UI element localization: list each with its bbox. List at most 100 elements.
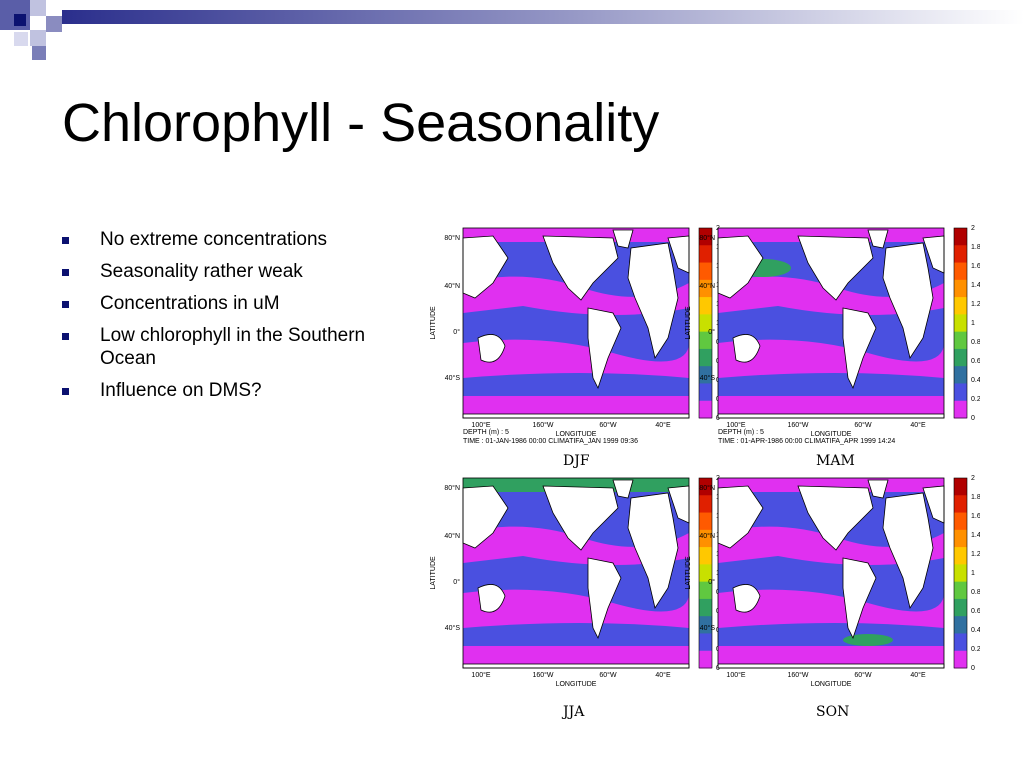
- bullet-item: Seasonality rather weak: [62, 260, 392, 283]
- x-axis-label: LONGITUDE: [811, 681, 852, 688]
- colorbar-tick-label: 0.6: [971, 608, 980, 615]
- colorbar-swatch: [699, 400, 712, 419]
- map-field: [717, 478, 945, 669]
- slide-title: Chlorophyll - Seasonality: [62, 93, 660, 153]
- colorbar-swatch: [954, 262, 967, 281]
- lat-tick-label: 40°N: [444, 532, 460, 540]
- colorbar-swatch: [699, 495, 712, 514]
- lon-tick-label: 160°W: [532, 421, 553, 429]
- colorbar-swatch: [699, 366, 712, 384]
- caption-son: SON: [816, 704, 850, 720]
- y-axis-label: LATITUDE: [685, 556, 692, 590]
- lat-tick-label: 80°N: [699, 234, 715, 242]
- lon-tick-label: 100°E: [471, 421, 490, 429]
- colorbar-tick-label: 1: [971, 320, 975, 327]
- y-axis-label: LATITUDE: [430, 306, 437, 340]
- lon-tick-label: 60°W: [599, 671, 617, 679]
- bullet-item: Low chlorophyll in the Southern Ocean: [62, 324, 392, 370]
- lat-tick-label: 0°: [708, 578, 715, 586]
- colorbar-swatch: [954, 564, 967, 583]
- colorbar-swatch: [954, 383, 967, 402]
- colorbar-swatch: [699, 633, 712, 652]
- time-text: TIME : 01-JAN-1986 00:00 CLIMATIFA_JAN 1…: [463, 438, 638, 445]
- colorbar-swatch: [699, 279, 712, 298]
- x-axis-label: LONGITUDE: [556, 681, 597, 688]
- colorbar-swatch: [954, 400, 967, 419]
- lat-tick-label: 40°N: [699, 532, 715, 540]
- map-panel-mam: 80°N 40°N 0° 40°S 100°E 160°W 60°W 40°E LONGITUD…: [680, 222, 980, 470]
- colorbar-swatch: [954, 331, 967, 350]
- lon-tick-label: 100°E: [726, 421, 745, 429]
- colorbar-swatch: [699, 650, 712, 669]
- colorbar-swatch: [954, 478, 967, 496]
- lon-tick-label: 60°W: [854, 421, 872, 429]
- bullet-item: No extreme concentrations: [62, 228, 392, 251]
- lon-tick-label: 40°E: [655, 421, 671, 429]
- colorbar-swatch: [954, 297, 967, 315]
- colorbar-swatch: [699, 331, 712, 350]
- bullet-square-icon: [62, 301, 69, 308]
- map-svg: 80°N 40°N 0° 40°S 100°E 160°W 60°W 40°E LONGITUD…: [430, 475, 725, 688]
- colorbar-swatch: [699, 581, 712, 600]
- colorbar-tick-label: 0.2: [971, 396, 980, 403]
- colorbar-tick-label: 0: [716, 415, 720, 422]
- lat-tick-label: 40°S: [445, 374, 461, 382]
- caption-mam: MAM: [816, 453, 855, 469]
- colorbar-swatch: [699, 478, 712, 496]
- colorbar-swatch: [954, 279, 967, 298]
- colorbar-tick-label: 1.8: [971, 494, 980, 501]
- x-axis-label: LONGITUDE: [556, 431, 597, 438]
- colorbar-swatch: [699, 616, 712, 634]
- colorbar-swatch: [699, 512, 712, 531]
- colorbar-swatch: [954, 581, 967, 600]
- lon-tick-label: 40°E: [655, 671, 671, 679]
- lat-tick-label: 80°N: [699, 484, 715, 492]
- lat-tick-label: 0°: [453, 578, 460, 586]
- colorbar-tick-label: 0.4: [971, 377, 980, 384]
- colorbar-swatch: [699, 297, 712, 315]
- colorbar-swatch: [699, 348, 712, 367]
- lon-tick-label: 160°W: [787, 671, 808, 679]
- lon-tick-label: 60°W: [599, 421, 617, 429]
- lon-tick-label: 40°E: [910, 671, 926, 679]
- colorbar-swatch: [954, 547, 967, 565]
- y-axis-label: LATITUDE: [685, 306, 692, 340]
- caption-djf: DJF: [563, 453, 590, 469]
- colorbar-swatch: [954, 245, 967, 264]
- colorbar-swatch: [699, 314, 712, 333]
- colorbar-swatch: [954, 495, 967, 514]
- bullet-list: No extreme concentrations Seasonality ra…: [62, 228, 392, 411]
- lat-tick-label: 40°N: [444, 282, 460, 290]
- colorbar-tick-label: 0.6: [971, 358, 980, 365]
- bullet-square-icon: [62, 388, 69, 395]
- bullet-square-icon: [62, 333, 69, 340]
- lon-tick-label: 40°E: [910, 421, 926, 429]
- bullet-square-icon: [62, 269, 69, 276]
- colorbar-swatch: [699, 262, 712, 281]
- colorbar-tick-label: 2: [971, 225, 975, 232]
- colorbar-tick-label: 0.4: [971, 627, 980, 634]
- colorbar-tick-label: 1.6: [971, 513, 980, 520]
- colorbar-tick-label: 1.4: [971, 282, 980, 289]
- colorbar-swatch: [954, 348, 967, 367]
- colorbar-tick-label: 1.2: [971, 551, 980, 558]
- lon-tick-label: 160°W: [532, 671, 553, 679]
- colorbar-swatch: [699, 529, 712, 548]
- colorbar-swatch: [954, 228, 967, 246]
- lat-tick-label: 40°S: [445, 624, 461, 632]
- lon-tick-label: 100°E: [471, 671, 490, 679]
- colorbar-swatch: [954, 598, 967, 617]
- lon-tick-label: 100°E: [726, 671, 745, 679]
- colorbar-swatch: [699, 228, 712, 246]
- colorbar-swatch: [954, 314, 967, 333]
- map-panel-son: 80°N 40°N 0° 40°S 100°E 160°W 60°W 40°E LONGITUD…: [680, 472, 980, 720]
- colorbar-swatch: [699, 598, 712, 617]
- colorbar-tick-label: 0: [971, 415, 975, 422]
- caption-jja: JJA: [563, 704, 585, 720]
- lat-tick-label: 0°: [708, 328, 715, 336]
- colorbar-tick-label: 2: [971, 475, 975, 482]
- map-panel-djf: 80°N 40°N 0° 40°S 100°E 160°W 60°W 40°E LONGITUD…: [425, 222, 725, 470]
- map-field: [462, 478, 690, 669]
- header-decoration: [0, 0, 1024, 60]
- colorbar-tick-label: 0: [716, 665, 720, 672]
